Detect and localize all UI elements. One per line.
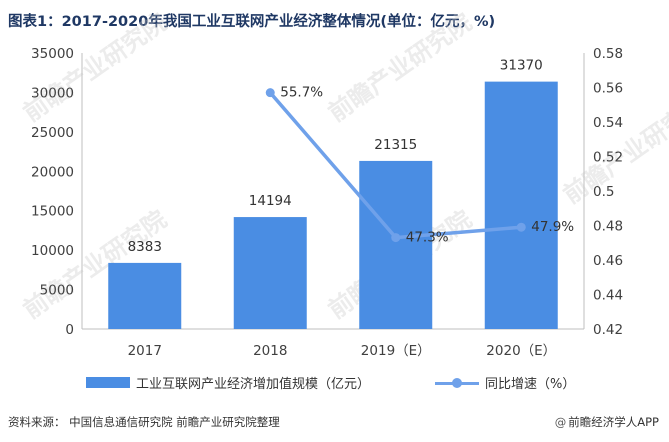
line-value-label: 47.3%: [406, 230, 449, 246]
chart-title: 图表1：2017-2020年我国工业互联网产业经济整体情况(单位：亿元，%): [8, 14, 496, 30]
right-tick-label: 0.46: [593, 253, 623, 269]
line-point[interactable]: [265, 88, 275, 98]
at-sign-logo-icon: @: [554, 415, 567, 429]
right-tick-label: 0.56: [593, 81, 623, 97]
x-tick-label: 2017: [128, 343, 162, 359]
left-tick-label: 30000: [31, 85, 74, 101]
right-tick-label: 0.42: [593, 322, 623, 338]
right-tick-label: 0.48: [593, 219, 623, 235]
chart-legend: 工业互联网产业经济增加值规模（亿元） 同比增速（%）: [0, 373, 669, 395]
left-tick-label: 10000: [31, 243, 74, 259]
left-tick-label: 35000: [31, 46, 74, 62]
right-tick-label: 0.52: [593, 150, 623, 166]
bar[interactable]: [233, 217, 307, 329]
source-note: 资料来源： 中国信息通信研究院 前瞻产业研究院整理: [8, 415, 280, 429]
bar-series: [108, 81, 558, 329]
legend-bar-swatch: [86, 377, 130, 388]
bar-value-label: 21315: [374, 137, 417, 153]
bar-value-label: 14194: [249, 193, 292, 209]
left-tick-label: 25000: [31, 125, 74, 141]
brand-credit: @ 前瞻经济学人APP: [555, 414, 659, 430]
line-series: [265, 88, 526, 243]
watermark-text: 前瞻产业研究院: [18, 8, 172, 127]
legend-line-label: 同比增速（%）: [485, 377, 576, 392]
line-point[interactable]: [391, 233, 401, 243]
right-tick-label: 0.5: [593, 184, 614, 200]
x-tick-label: 2019（E）: [361, 343, 431, 359]
watermark-text: 前瞻产业研究院: [323, 8, 477, 127]
bar[interactable]: [484, 81, 558, 329]
legend-bar-label: 工业互联网产业经济增加值规模（亿元）: [136, 377, 371, 392]
right-tick-label: 0.44: [593, 288, 623, 304]
bar[interactable]: [108, 262, 182, 329]
bar[interactable]: [359, 160, 433, 329]
legend-line-swatch: [435, 377, 479, 389]
x-tick-label: 2020（E）: [486, 343, 556, 359]
bar-data-labels: 8383 14194 21315 31370: [128, 58, 543, 255]
line-point[interactable]: [516, 222, 526, 232]
bar-value-label: 31370: [500, 58, 543, 74]
legend-item-bar[interactable]: 工业互联网产业经济增加值规模（亿元）: [86, 373, 370, 392]
legend-item-line[interactable]: 同比增速（%）: [435, 373, 575, 392]
right-tick-label: 0.58: [593, 46, 623, 62]
left-y-axis: 0 5000 10000 15000 20000 25000 30000 35000: [31, 46, 83, 338]
right-y-axis: 0.42 0.44 0.46 0.48 0.5 0.52 0.54 0.56 0.58: [583, 46, 623, 338]
brand-name: 前瞻经济学人APP: [568, 415, 659, 429]
line-value-label: 55.7%: [280, 85, 323, 101]
left-tick-label: 5000: [40, 283, 74, 299]
left-tick-label: 20000: [31, 164, 74, 180]
x-axis: 2017 2018 2019（E） 2020（E）: [82, 328, 584, 359]
x-tick-label: 2018: [253, 343, 287, 359]
line-data-labels: 55.7% 47.3% 47.9%: [280, 85, 574, 246]
left-tick-label: 15000: [31, 204, 74, 220]
line-value-label: 47.9%: [531, 219, 574, 235]
left-tick-label: 0: [65, 322, 74, 338]
right-tick-label: 0.54: [593, 115, 623, 131]
bar-value-label: 8383: [128, 239, 162, 255]
